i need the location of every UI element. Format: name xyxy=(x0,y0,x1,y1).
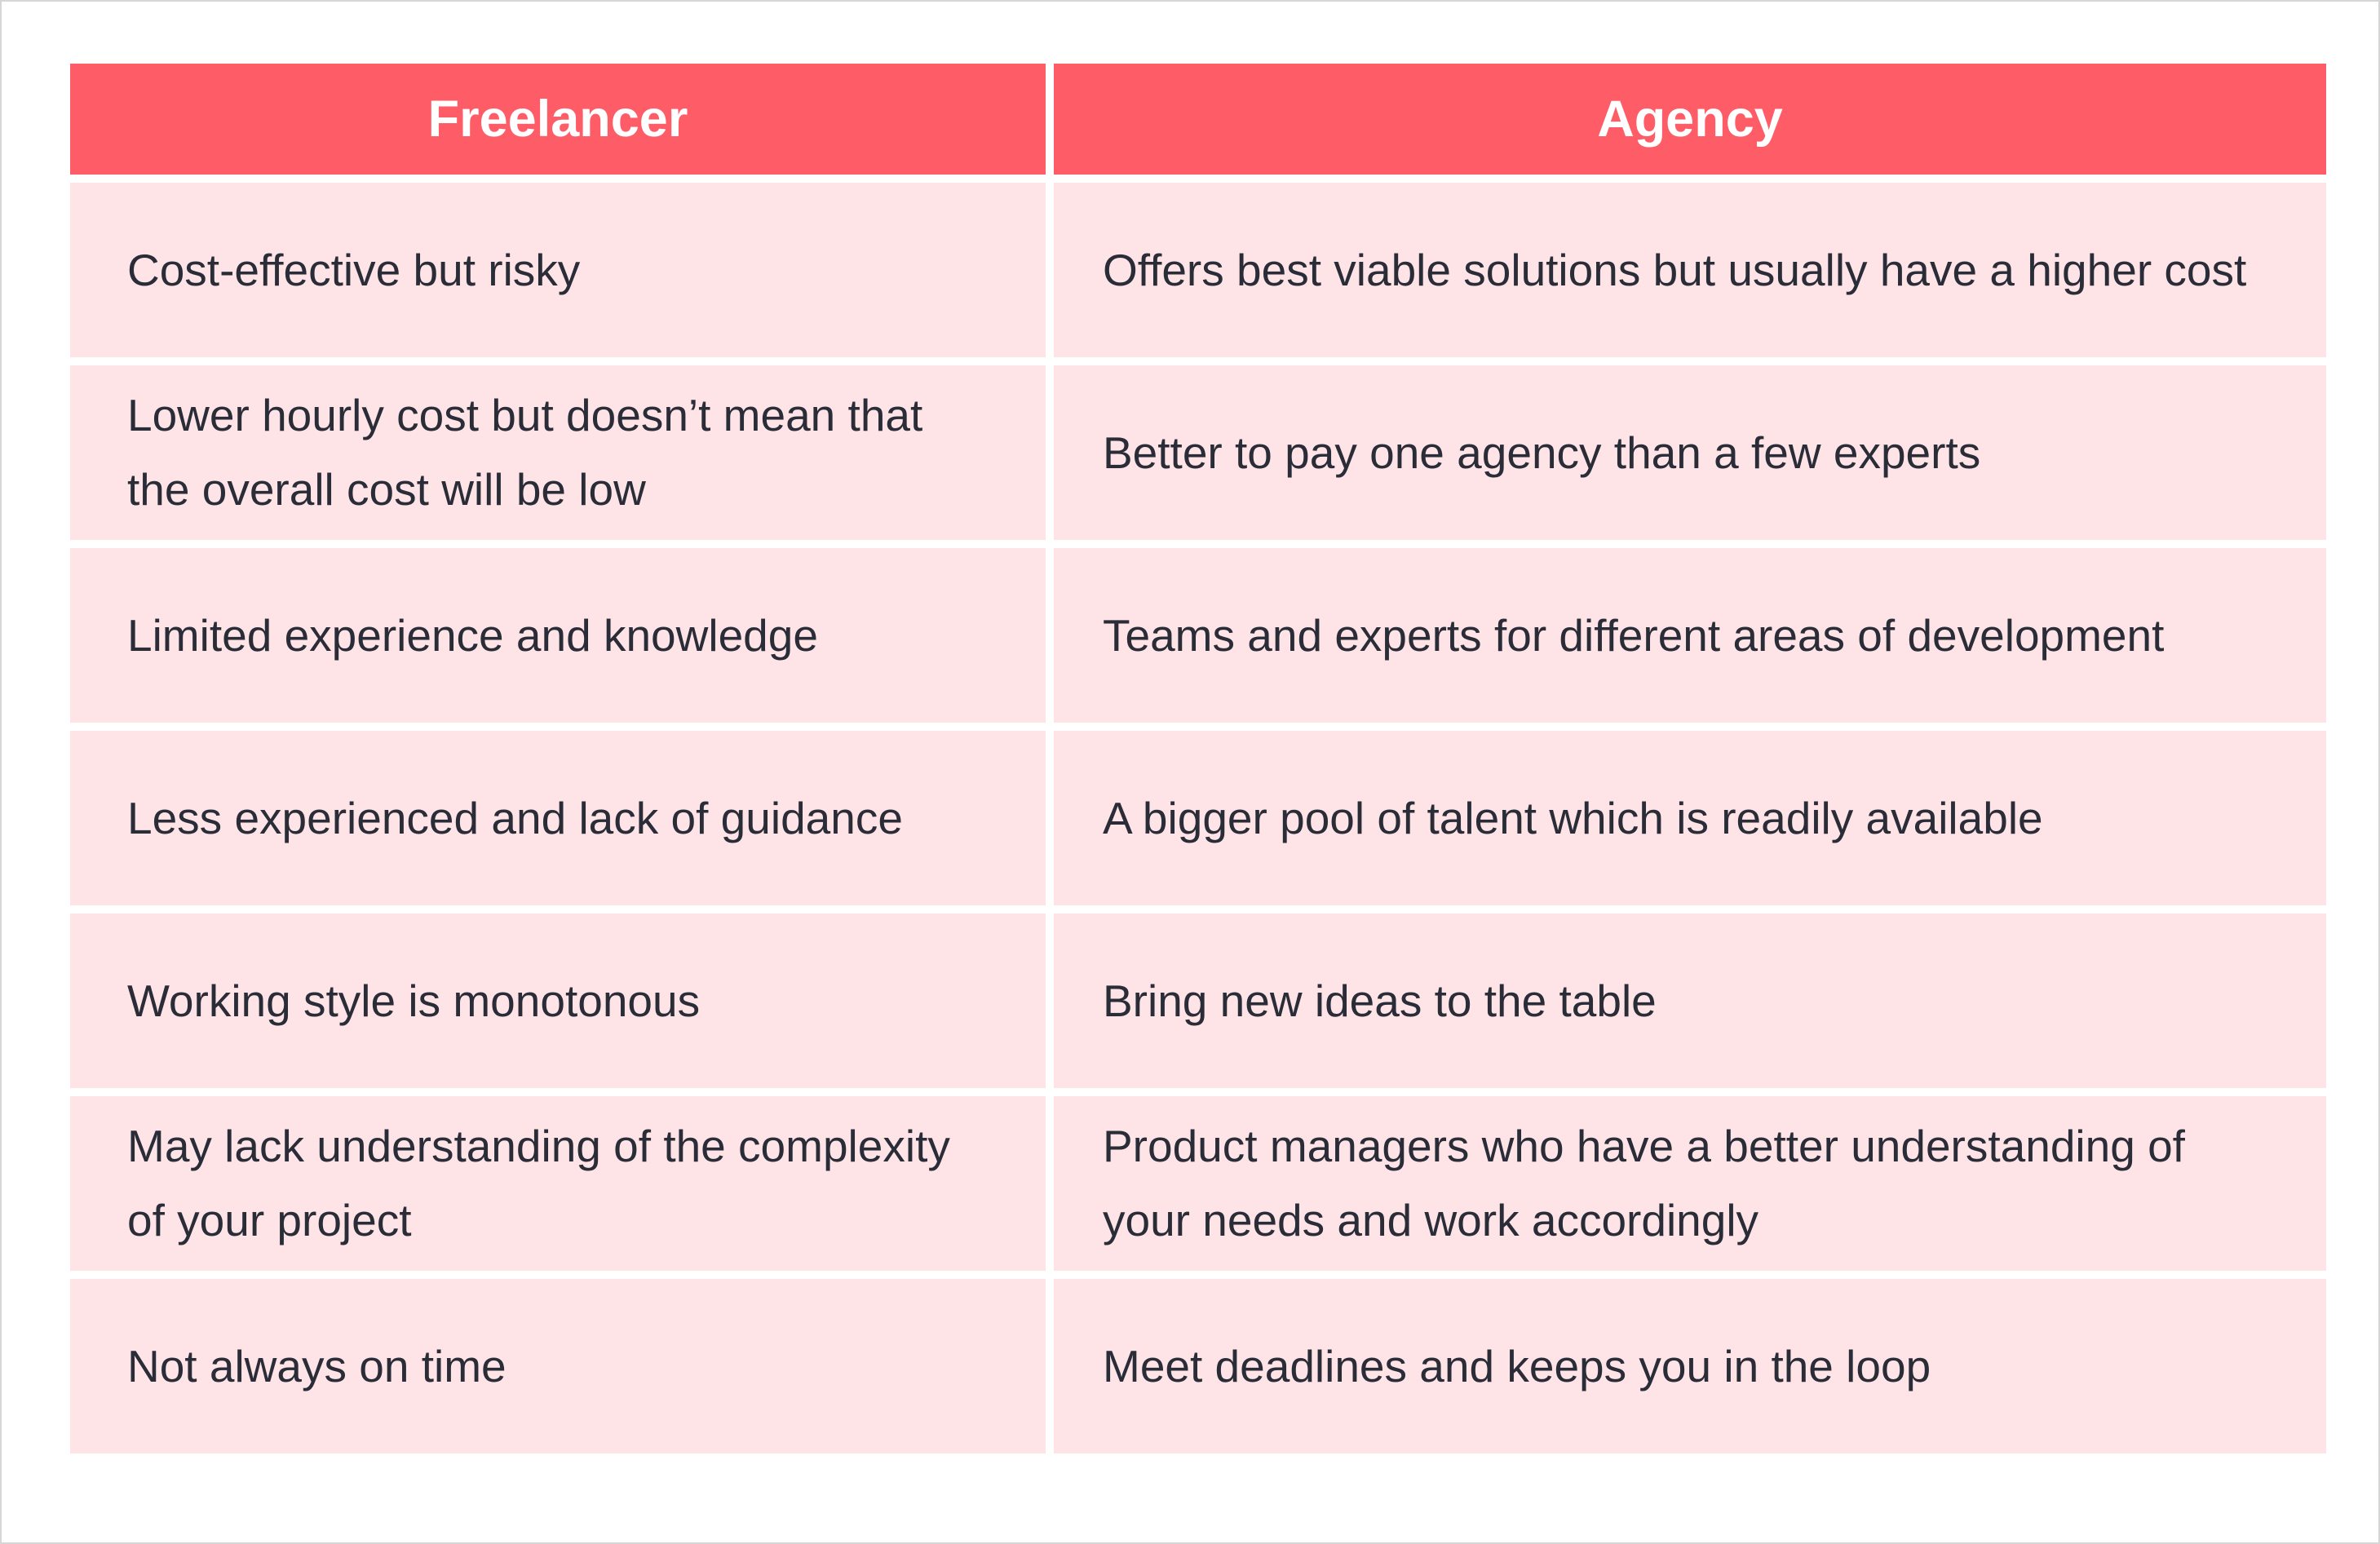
table-cell-agency: Bring new ideas to the table xyxy=(1054,914,2326,1088)
table-cell-agency: A bigger pool of talent which is readily… xyxy=(1054,731,2326,905)
column-header-agency: Agency xyxy=(1054,64,2326,175)
table-cell-agency: Product managers who have a better under… xyxy=(1054,1096,2326,1271)
column-header-freelancer: Freelancer xyxy=(70,64,1046,175)
table-cell-agency: Teams and experts for different areas of… xyxy=(1054,548,2326,723)
table-cell-agency: Better to pay one agency than a few expe… xyxy=(1054,365,2326,540)
table-cell-freelancer: Less experienced and lack of guidance xyxy=(70,731,1046,905)
table-cell-freelancer: Not always on time xyxy=(70,1279,1046,1453)
table-cell-freelancer: Working style is monotonous xyxy=(70,914,1046,1088)
table-cell-freelancer: Cost-effective but risky xyxy=(70,183,1046,357)
table-cell-freelancer: May lack understanding of the complexity… xyxy=(70,1096,1046,1271)
table-cell-freelancer: Lower hourly cost but doesn’t mean that … xyxy=(70,365,1046,540)
table-cell-agency: Offers best viable solutions but usually… xyxy=(1054,183,2326,357)
comparison-table: Freelancer Agency Cost-effective but ris… xyxy=(70,64,2326,1453)
table-cell-agency: Meet deadlines and keeps you in the loop xyxy=(1054,1279,2326,1453)
table-cell-freelancer: Limited experience and knowledge xyxy=(70,548,1046,723)
